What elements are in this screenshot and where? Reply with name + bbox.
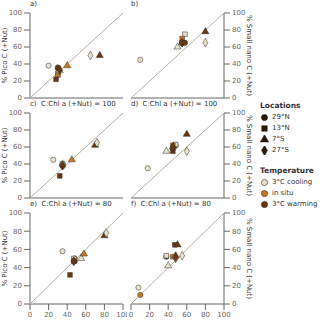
svg-text:100: 100 (116, 311, 127, 319)
svg-text:% Small nano C (+Nut): % Small nano C (+Nut) (245, 115, 253, 196)
svg-text:0: 0 (232, 194, 236, 200)
svg-text:% Small nano C (+Nut): % Small nano C (+Nut) (245, 15, 253, 96)
svg-text:80: 80 (100, 311, 109, 319)
html-text:b): b) (131, 0, 139, 8)
html-text:e) C:Chl a (+Nut) = 80: e) C:Chl a (+Nut) = 80 (30, 200, 112, 208)
svg-text:60: 60 (13, 246, 22, 254)
svg-text:20: 20 (13, 282, 22, 290)
svg-text:40: 40 (232, 264, 241, 272)
svg-text:80: 80 (13, 126, 22, 134)
svg-text:60: 60 (13, 43, 22, 51)
svg-text:0: 0 (28, 311, 32, 319)
html-text:27°S: 27°S (272, 146, 289, 154)
svg-text:100: 100 (9, 209, 22, 217)
html-text:f) C:Chl a (+Nut) = 80: f) C:Chl a (+Nut) = 80 (131, 200, 211, 208)
svg-text:80: 80 (232, 26, 241, 34)
svg-text:40: 40 (232, 160, 241, 168)
html-text:Temperature: Temperature (260, 165, 314, 175)
svg-text:40: 40 (232, 60, 241, 68)
svg-text:60: 60 (13, 143, 22, 151)
svg-text:60: 60 (232, 246, 241, 254)
svg-text:% Pico C (+Nut): % Pico C (+Nut) (8, 127, 9, 183)
svg-text:80: 80 (232, 126, 241, 134)
svg-text:0: 0 (18, 94, 22, 100)
svg-text:0: 0 (232, 300, 236, 308)
svg-text:60: 60 (182, 311, 191, 319)
svg-text:20: 20 (13, 177, 22, 185)
svg-text:0: 0 (18, 300, 22, 308)
svg-text:80: 80 (13, 26, 22, 34)
svg-text:100: 100 (232, 109, 245, 117)
svg-text:100: 100 (217, 311, 230, 319)
html-text:3°C cooling: 3°C cooling (272, 178, 313, 186)
svg-text:20: 20 (145, 311, 154, 319)
html-text:in situ: in situ (272, 189, 294, 197)
svg-text:0: 0 (129, 311, 133, 319)
svg-text:100: 100 (232, 209, 245, 217)
svg-text:20: 20 (232, 77, 241, 85)
html-text:13°N: 13°N (272, 124, 290, 132)
svg-text:20: 20 (232, 177, 241, 185)
html-text:3°C warming: 3°C warming (272, 200, 318, 208)
svg-text:40: 40 (164, 311, 173, 319)
svg-text:0: 0 (18, 194, 22, 200)
svg-text:40: 40 (13, 264, 22, 272)
html-text:c) C:Chl a (+Nut) = 100: c) C:Chl a (+Nut) = 100 (30, 100, 116, 108)
svg-text:100: 100 (9, 9, 22, 17)
html-text:a): a) (30, 0, 37, 8)
svg-text:100: 100 (232, 9, 245, 17)
svg-text:20: 20 (13, 77, 22, 85)
svg-text:40: 40 (13, 60, 22, 68)
svg-text:% Pico C (+Nut): % Pico C (+Nut) (8, 27, 9, 83)
svg-text:80: 80 (13, 228, 22, 236)
html-text:7°S: 7°S (272, 135, 285, 143)
svg-text:% Pico C (+Nut): % Pico C (+Nut) (8, 230, 9, 286)
svg-text:20: 20 (232, 282, 241, 290)
svg-text:60: 60 (81, 311, 90, 319)
svg-text:40: 40 (13, 160, 22, 168)
svg-text:60: 60 (232, 43, 241, 51)
html-text:29°N: 29°N (272, 113, 290, 121)
svg-text:0: 0 (232, 94, 236, 100)
html-text:Locations: Locations (260, 100, 301, 110)
svg-text:60: 60 (232, 143, 241, 151)
svg-text:100: 100 (9, 109, 22, 117)
svg-text:% Small nano C (+Nut): % Small nano C (+Nut) (245, 218, 253, 299)
svg-text:40: 40 (63, 311, 72, 319)
svg-text:20: 20 (44, 311, 53, 319)
svg-text:80: 80 (232, 228, 241, 236)
html-text:d) C:Chl a (+Nut) = 100: d) C:Chl a (+Nut) = 100 (131, 100, 218, 108)
svg-text:80: 80 (201, 311, 210, 319)
